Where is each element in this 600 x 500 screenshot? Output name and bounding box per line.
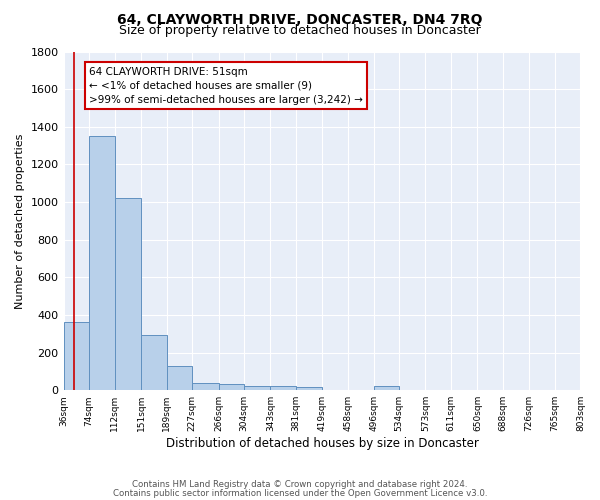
Bar <box>244 386 271 390</box>
Bar <box>192 382 218 390</box>
Text: 64 CLAYWORTH DRIVE: 51sqm
← <1% of detached houses are smaller (9)
>99% of semi-: 64 CLAYWORTH DRIVE: 51sqm ← <1% of detac… <box>89 66 363 104</box>
Bar <box>89 136 115 390</box>
Text: Contains public sector information licensed under the Open Government Licence v3: Contains public sector information licen… <box>113 488 487 498</box>
Text: 64, CLAYWORTH DRIVE, DONCASTER, DN4 7RQ: 64, CLAYWORTH DRIVE, DONCASTER, DN4 7RQ <box>117 12 483 26</box>
Y-axis label: Number of detached properties: Number of detached properties <box>15 133 25 308</box>
Text: Size of property relative to detached houses in Doncaster: Size of property relative to detached ho… <box>119 24 481 37</box>
Bar <box>374 386 399 390</box>
X-axis label: Distribution of detached houses by size in Doncaster: Distribution of detached houses by size … <box>166 437 478 450</box>
Bar <box>271 386 296 390</box>
Text: Contains HM Land Registry data © Crown copyright and database right 2024.: Contains HM Land Registry data © Crown c… <box>132 480 468 489</box>
Bar <box>115 198 141 390</box>
Bar <box>296 388 322 390</box>
Bar <box>64 322 89 390</box>
Bar <box>218 384 244 390</box>
Bar <box>141 334 167 390</box>
Bar <box>167 366 192 390</box>
